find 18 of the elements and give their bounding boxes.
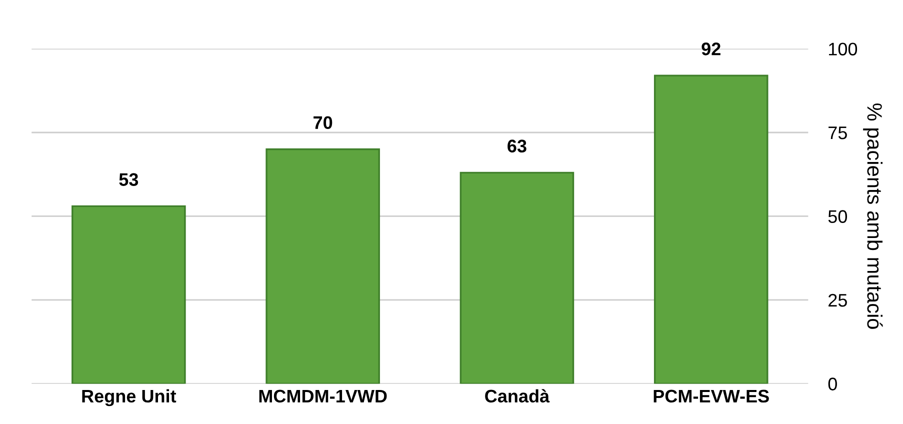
bar	[654, 74, 768, 384]
data-label: 63	[508, 140, 526, 152]
y-tick-label: 0	[828, 378, 837, 390]
x-tick-label: PCM-EVW-ES	[654, 390, 769, 403]
data-label: 70	[314, 116, 332, 130]
bar	[72, 205, 186, 384]
x-tick-label: MCMDM-1VWD	[259, 390, 387, 403]
data-label: 92	[702, 42, 720, 56]
x-tick-label: Regne Unit	[82, 389, 176, 406]
y-tick-label: 50	[828, 210, 848, 223]
bar	[266, 148, 380, 384]
x-tick-label: Canadà	[485, 389, 550, 403]
bar	[460, 172, 574, 384]
y-tick-label: 25	[828, 294, 847, 307]
y-axis-title: % pacients amb mutació	[863, 104, 883, 329]
y-tick-label: 75	[828, 126, 847, 140]
data-label: 53	[119, 173, 138, 186]
y-tick-label: 100	[829, 42, 858, 56]
